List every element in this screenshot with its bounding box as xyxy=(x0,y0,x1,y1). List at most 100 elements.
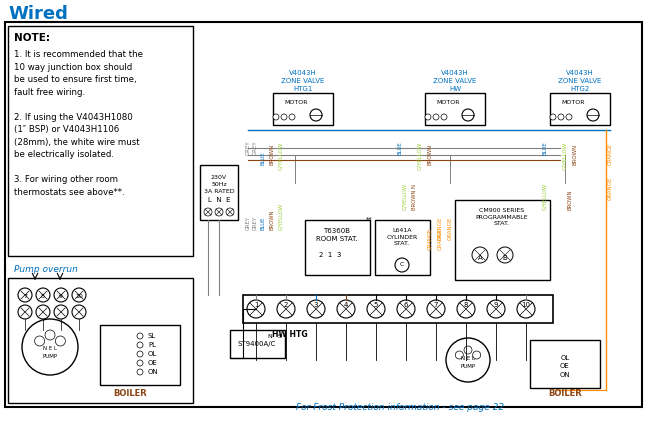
Text: BROWN: BROWN xyxy=(573,144,578,165)
Circle shape xyxy=(455,351,463,359)
Bar xyxy=(8,26,193,256)
Text: N: N xyxy=(268,335,272,340)
Bar xyxy=(273,93,333,125)
Bar xyxy=(550,93,610,125)
Circle shape xyxy=(558,114,564,120)
Text: MOTOR: MOTOR xyxy=(284,100,308,105)
Circle shape xyxy=(72,288,86,302)
Text: 7: 7 xyxy=(23,295,27,300)
Text: 9: 9 xyxy=(494,302,498,308)
Bar xyxy=(243,295,553,323)
Text: C: C xyxy=(400,262,404,268)
Text: L  N  E: L N E xyxy=(208,197,230,203)
Circle shape xyxy=(425,114,431,120)
Text: 7: 7 xyxy=(433,302,438,308)
Text: BROWN: BROWN xyxy=(270,210,274,230)
Circle shape xyxy=(45,330,55,340)
Circle shape xyxy=(36,305,50,319)
Text: PUMP: PUMP xyxy=(43,354,58,359)
Circle shape xyxy=(441,114,447,120)
Text: Wired: Wired xyxy=(8,5,68,23)
Text: 10: 10 xyxy=(521,302,531,308)
Text: HW HTG: HW HTG xyxy=(272,330,308,339)
Circle shape xyxy=(310,109,322,121)
Text: G/YELLOW: G/YELLOW xyxy=(417,142,422,170)
Text: 8: 8 xyxy=(464,302,468,308)
Bar xyxy=(8,278,193,403)
Text: BLUE: BLUE xyxy=(542,141,547,155)
Text: 9: 9 xyxy=(59,295,63,300)
Circle shape xyxy=(18,305,32,319)
Bar xyxy=(230,330,285,358)
Text: N E L: N E L xyxy=(43,346,57,351)
Circle shape xyxy=(473,351,481,359)
Circle shape xyxy=(497,247,513,263)
Text: BROWN: BROWN xyxy=(270,144,274,165)
Circle shape xyxy=(462,109,474,121)
Text: NOTE:: NOTE: xyxy=(14,33,50,43)
Text: ORANGE: ORANGE xyxy=(608,143,613,165)
Circle shape xyxy=(433,114,439,120)
Circle shape xyxy=(137,351,143,357)
Text: G/YELLOW: G/YELLOW xyxy=(562,142,567,170)
Circle shape xyxy=(273,114,279,120)
Text: BLUE: BLUE xyxy=(261,216,265,230)
Circle shape xyxy=(137,369,143,375)
Text: 4: 4 xyxy=(344,302,348,308)
Text: Pump overrun: Pump overrun xyxy=(14,265,78,274)
Text: ORANGE: ORANGE xyxy=(437,228,443,250)
Circle shape xyxy=(215,208,223,216)
Circle shape xyxy=(34,336,45,346)
Circle shape xyxy=(277,300,295,318)
Circle shape xyxy=(281,114,287,120)
Text: BLUE: BLUE xyxy=(397,141,402,155)
Circle shape xyxy=(472,247,488,263)
Text: ORANGE: ORANGE xyxy=(608,177,613,200)
Circle shape xyxy=(550,114,556,120)
Circle shape xyxy=(247,300,265,318)
Text: ORANGE: ORANGE xyxy=(428,228,432,250)
Text: G/YELLOW: G/YELLOW xyxy=(278,142,283,170)
Text: 230V
50Hz
3A RATED: 230V 50Hz 3A RATED xyxy=(204,175,234,194)
Circle shape xyxy=(337,300,355,318)
Text: V4043H
ZONE VALVE
HTG1: V4043H ZONE VALVE HTG1 xyxy=(281,70,325,92)
Text: 2  1  3: 2 1 3 xyxy=(319,252,341,258)
Text: GREY: GREY xyxy=(245,216,250,230)
Circle shape xyxy=(457,300,475,318)
Text: MOTOR: MOTOR xyxy=(561,100,585,105)
Bar xyxy=(100,325,180,385)
Text: OL
OE
ON: OL OE ON xyxy=(560,355,570,378)
Text: BROWN N: BROWN N xyxy=(413,184,417,210)
Text: OE: OE xyxy=(148,360,158,366)
Circle shape xyxy=(36,288,50,302)
Text: BROWN: BROWN xyxy=(567,189,573,210)
Text: B: B xyxy=(503,255,507,261)
Text: A: A xyxy=(477,255,483,261)
Text: GREY: GREY xyxy=(252,141,258,155)
Text: PUMP: PUMP xyxy=(461,363,476,368)
Bar xyxy=(530,340,600,388)
Circle shape xyxy=(566,114,572,120)
Text: 5: 5 xyxy=(374,302,378,308)
Bar xyxy=(455,200,550,280)
Text: G/YELLOW: G/YELLOW xyxy=(278,203,283,230)
Text: ORANGE: ORANGE xyxy=(437,217,443,240)
Circle shape xyxy=(487,300,505,318)
Text: BROWN: BROWN xyxy=(428,144,432,165)
Text: For Frost Protection information - see page 22: For Frost Protection information - see p… xyxy=(296,403,504,411)
Text: BOILER: BOILER xyxy=(548,389,582,398)
Text: **: ** xyxy=(366,217,373,223)
Circle shape xyxy=(54,305,68,319)
Text: GREY: GREY xyxy=(252,216,258,230)
Circle shape xyxy=(18,288,32,302)
Text: V4043H
ZONE VALVE
HW: V4043H ZONE VALVE HW xyxy=(433,70,477,92)
Circle shape xyxy=(289,114,295,120)
Bar xyxy=(305,220,370,275)
Text: 1: 1 xyxy=(254,302,258,308)
Text: N E L: N E L xyxy=(461,355,475,360)
Text: 3: 3 xyxy=(314,302,318,308)
Circle shape xyxy=(395,258,409,272)
Circle shape xyxy=(226,208,234,216)
Circle shape xyxy=(587,109,599,121)
Circle shape xyxy=(307,300,325,318)
